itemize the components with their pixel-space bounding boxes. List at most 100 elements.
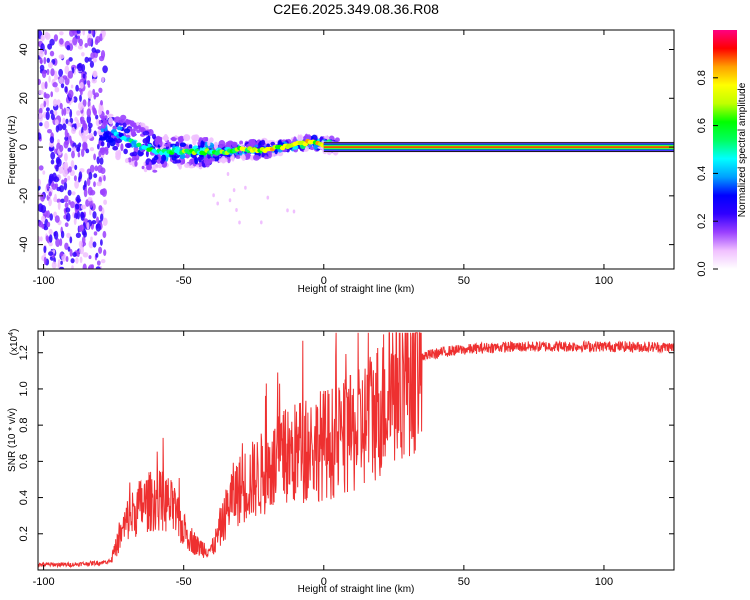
spectrogram-noise-blob: [78, 101, 84, 111]
spectrogram-scatter: [157, 153, 162, 162]
snr-xtick-label: -100: [33, 576, 55, 588]
spectrogram-noise-blob: [64, 128, 68, 138]
spectrogram-scatter: [115, 150, 121, 158]
spectrogram-noise-blob: [103, 199, 107, 205]
spectrogram-noise-blob: [54, 86, 60, 93]
spectrogram-noise-blob: [54, 215, 60, 223]
spectrogram-noise-blob: [63, 195, 69, 203]
spectrogram-noise-blob: [65, 256, 69, 262]
spectrogram-xtick-label: 100: [595, 275, 613, 287]
spectrogram-noise-blob: [45, 107, 50, 112]
spectrogram-scatter: [196, 164, 199, 168]
spectrogram-noise-blob: [102, 65, 108, 74]
spectrogram-noise-blob: [79, 246, 84, 255]
spectrogram-noise-blob: [56, 158, 62, 168]
spectrogram-scatter: [152, 169, 158, 173]
spectrogram-noise-blob: [49, 213, 53, 221]
spectrogram-noise-blob: [67, 175, 71, 181]
spectrogram-noise-blob: [75, 257, 79, 264]
spectrogram-noise-blob: [59, 185, 65, 193]
spectrogram-noise-blob: [89, 147, 95, 152]
spectrogram-noise-blob: [50, 159, 55, 165]
spectrogram-noise-blob: [77, 210, 80, 220]
spectrogram-scatter: [191, 134, 198, 141]
spectrogram-noise-blob: [79, 116, 85, 122]
spectrogram-noise-blob: [70, 139, 73, 147]
spectrogram-noise-blob: [101, 76, 105, 83]
spectrogram-noise-blob: [53, 176, 60, 183]
spectrogram-scatter: [239, 152, 243, 156]
spectrogram-noise-blob: [67, 189, 72, 196]
spectrogram-noise-blob: [62, 123, 67, 131]
spectrogram-noise-blob: [89, 189, 96, 196]
snr-xtick-label: -50: [176, 576, 192, 588]
spectrogram-noise-blob: [57, 123, 63, 131]
spectrogram-ytick-label: 40: [18, 43, 30, 55]
spectrogram-noise-blob: [98, 205, 103, 212]
spectrogram-faint-dot: [235, 208, 238, 212]
spectrogram-noise-blob: [92, 241, 97, 248]
spectrogram-noise-blob: [74, 212, 78, 220]
spectrogram-noise-blob: [64, 152, 68, 162]
spectrogram-noise-blob: [46, 98, 49, 107]
spectrogram-scatter: [115, 122, 119, 127]
snr-xtick-label: 100: [595, 576, 613, 588]
spectrogram-scatter: [137, 124, 142, 130]
spectrogram-noise-blob: [59, 38, 64, 45]
colorbar-gradient: [713, 30, 737, 269]
spectrogram-noise-blob: [78, 240, 83, 248]
colorbar-label: Normalized spectral amplitude: [737, 82, 748, 217]
spectrogram-faint-dot: [216, 201, 219, 206]
spectrogram-noise-blob: [77, 45, 83, 50]
spectrogram-scatter: [122, 122, 127, 128]
spectrogram-noise-blob: [62, 168, 68, 178]
spectrogram-noise-blob: [82, 30, 86, 36]
spectrogram-faint-dot: [260, 220, 263, 225]
spectrogram-noise-blob: [96, 156, 100, 165]
colorbar: 0.0 0.2 0.4 0.6 0.8 Normalized spectral ampl…: [696, 30, 748, 277]
spectrogram-noise-blob: [80, 89, 83, 96]
snr-ytick-label: 1.2: [18, 345, 30, 360]
spectrogram-noise-blob: [52, 98, 58, 107]
spectrogram-noise-blob: [88, 171, 93, 180]
spectrogram-noise-blob: [92, 57, 97, 63]
spectrogram-noise-blob: [93, 94, 97, 100]
spectrogram-noise-blob: [40, 34, 45, 41]
spectrogram-noise-blob: [74, 164, 78, 171]
spectrogram-noise-blob: [72, 96, 78, 103]
spectrogram-noise-blob: [89, 132, 93, 138]
colorbar-tick-label: 0.2: [696, 214, 708, 229]
spectrogram-noise-blob: [67, 122, 72, 126]
spectrogram-noise-blob: [55, 164, 59, 172]
spectrogram-scatter: [221, 157, 228, 163]
spectrogram-scatter: [194, 157, 199, 165]
spectrogram-noise-blob: [69, 249, 73, 257]
spectrogram-noise-blob: [38, 107, 43, 115]
spectrogram-scatter: [231, 141, 238, 148]
spectrogram-ytick-label: -20: [18, 188, 30, 204]
spectrogram-scatter: [101, 115, 106, 121]
snr-xtick-label: 50: [458, 576, 470, 588]
spectrogram-scatter: [235, 154, 241, 159]
spectrogram-noise-blob: [67, 70, 74, 79]
spectrogram-noise-blob: [95, 252, 99, 258]
spectrogram-noise-blob: [43, 92, 47, 99]
spectrogram-noise-blob: [83, 188, 88, 198]
spectrogram-noise-blob: [103, 174, 106, 182]
spectrogram-noise-blob: [100, 100, 103, 106]
spectrogram-scatter: [145, 150, 149, 158]
spectrogram-frame: [37, 29, 675, 270]
spectrogram-noise-blob: [54, 193, 57, 203]
spectrogram-noise-blob: [87, 37, 92, 47]
spectrogram-noise-blob: [65, 59, 70, 66]
spectrogram-noise-blob: [95, 266, 101, 269]
spectrogram-noise-blob: [58, 68, 63, 77]
spectrogram-noise-blob: [88, 57, 92, 62]
spectrogram-noise-blob: [73, 175, 77, 182]
spectrogram-xtick-label: 0: [321, 275, 327, 287]
spectrogram-noise-blob: [39, 122, 43, 127]
spectrogram-noise-blob: [64, 177, 68, 183]
spectrogram-noise-blob: [98, 87, 103, 94]
spectrogram-noise-blob: [87, 100, 91, 108]
spectrogram-scatter: [141, 165, 145, 170]
